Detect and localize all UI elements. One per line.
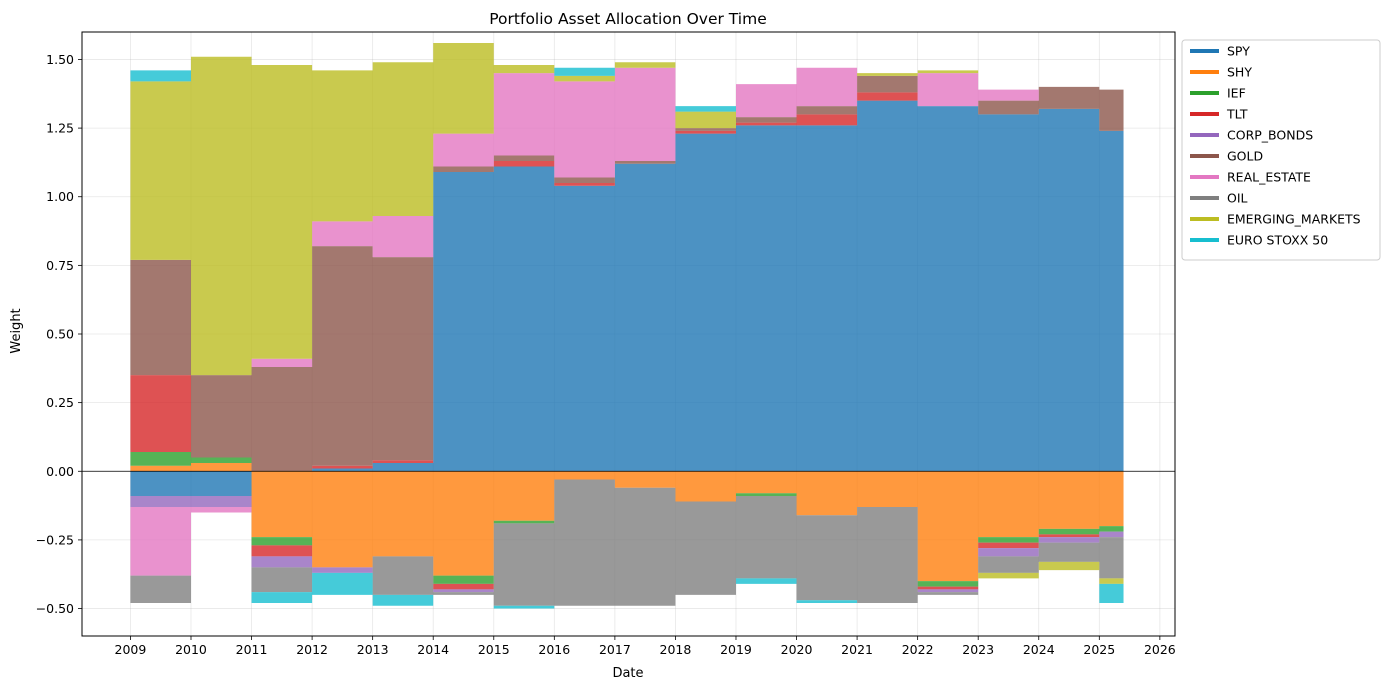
chart-title: Portfolio Asset Allocation Over Time [489,10,766,28]
y-tick-label: −0.50 [36,601,74,616]
x-tick-label: 2021 [841,642,873,657]
y-tick-label: −0.25 [36,532,74,547]
legend-label: GOLD [1227,149,1263,164]
area-shy [130,471,1124,582]
legend-label: OIL [1227,191,1248,206]
y-tick-label: 0.50 [46,327,74,342]
legend: SPY SHY IEF TLT CORP_BONDS GOLD REAL_ESTATE OIL… [1181,39,1381,261]
x-tick-label: 2016 [538,642,570,657]
legend-label: IEF [1227,86,1246,101]
area-spy [130,100,1124,472]
x-tick-label: 2022 [902,642,934,657]
y-tick-label: 1.25 [46,121,74,136]
legend-label: REAL_ESTATE [1227,170,1311,185]
y-axis: −0.50 −0.25 0.00 0.25 0.50 0.75 1.00 1.25 1.50 [36,52,82,616]
x-tick-label: 2019 [720,642,752,657]
x-tick-label: 2018 [660,642,692,657]
x-tick-label: 2013 [357,642,389,657]
legend-label: SHY [1227,65,1252,80]
x-tick-label: 2020 [781,642,813,657]
legend-label: EURO STOXX 50 [1227,233,1328,248]
x-tick-label: 2023 [962,642,994,657]
x-tick-label: 2014 [417,642,449,657]
y-tick-label: 1.50 [46,52,74,67]
x-tick-label: 2010 [175,642,207,657]
legend-label: TLT [1226,107,1248,122]
x-tick-label: 2012 [296,642,328,657]
x-tick-label: 2009 [115,642,147,657]
y-tick-label: 1.00 [46,189,74,204]
x-tick-label: 2025 [1083,642,1115,657]
y-tick-label: 0.25 [46,395,74,410]
legend-label: EMERGING_MARKETS [1227,212,1361,227]
area-gold [130,75,1124,472]
x-tick-label: 2026 [1144,642,1176,657]
x-axis-label: Date [612,666,643,681]
y-axis-label: Weight [9,308,24,353]
area-spy [130,471,1124,496]
x-tick-label: 2011 [236,642,268,657]
x-tick-label: 2024 [1023,642,1055,657]
area-oil [130,479,1124,606]
y-tick-label: 0.00 [46,464,74,479]
legend-label: CORP_BONDS [1227,128,1313,143]
legend-label: SPY [1227,44,1250,59]
y-tick-label: 0.75 [46,258,74,273]
x-axis: 2009 2010 2011 2012 2013 2014 2015 2016 2017 2018… [115,636,1176,657]
x-tick-label: 2017 [599,642,631,657]
legend-box [1181,39,1381,261]
area-emerging-markets [130,42,1124,376]
x-tick-label: 2015 [478,642,510,657]
plot-areas [130,42,1124,609]
